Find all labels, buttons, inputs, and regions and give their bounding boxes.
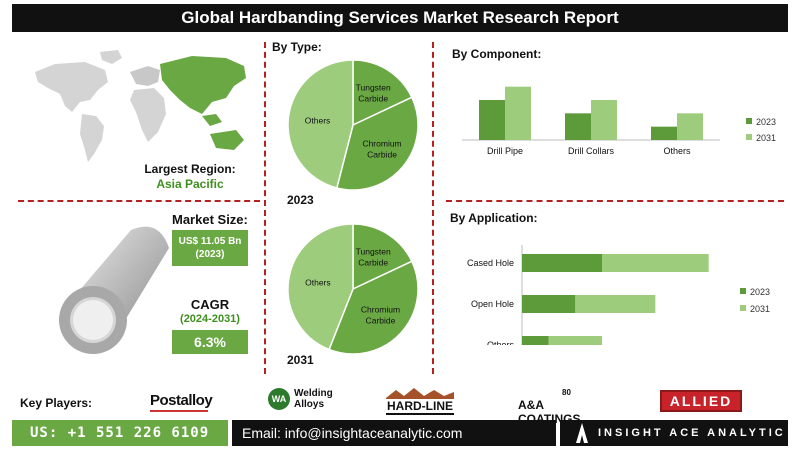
by-type-title: By Type: — [272, 40, 322, 54]
map-australia — [210, 130, 244, 150]
largest-region-label: Largest Region: — [144, 162, 236, 176]
divider-left — [264, 42, 266, 374]
world-map — [30, 42, 260, 167]
divider-right — [432, 42, 434, 374]
application-bar-cased-hole-2023 — [522, 254, 602, 272]
component-bar-drill-pipe-2031 — [505, 86, 531, 140]
pie-2031-label-tungsten-carbide: Tungsten Carbide — [356, 247, 391, 268]
phone-number: US: +1 551 226 6109 — [12, 420, 228, 446]
component-tick-drill-pipe: Drill Pipe — [487, 146, 523, 156]
application-bar-open-hole-2023 — [522, 295, 576, 313]
application-bar-cased-hole-2031 — [602, 254, 709, 272]
logo-aa-coatings: 80 A&A COATINGS — [518, 388, 581, 426]
component-bar-others-2031 — [677, 113, 703, 140]
application-legend-2031: 2031 — [750, 304, 770, 314]
component-bar-drill-collars-2023 — [565, 113, 591, 140]
pie-2031-slice-chromium-carbide — [328, 260, 419, 355]
cagr-box: 6.3% — [172, 330, 248, 354]
component-tick-others: Others — [663, 146, 691, 156]
market-size-box: US$ 11.05 Bn (2023) — [172, 230, 248, 266]
cagr-period: (2024-2031) — [180, 313, 240, 325]
application-tick-others: Others — [487, 340, 515, 345]
map-north-america — [35, 62, 108, 112]
application-legend-swatch-2031 — [740, 305, 746, 311]
brand-name: INSIGHT ACE ANALYTIC — [560, 420, 788, 446]
component-bar-others-2023 — [651, 126, 677, 140]
market-size-year: (2023) — [195, 249, 225, 260]
divider-left-horizontal — [18, 200, 260, 202]
market-size-label: Market Size: — [172, 212, 248, 227]
pie-2023-slice-tungsten-carbide — [352, 59, 413, 127]
divider-right-horizontal — [446, 200, 784, 202]
logo-postalloy: Postalloy — [150, 392, 213, 412]
map-greenland — [100, 50, 122, 64]
by-component-title: By Component: — [452, 47, 542, 61]
component-bar-chart: Drill Pipe Drill Collars Others 2023 2031 — [462, 86, 776, 156]
application-bar-others-2031 — [548, 336, 602, 345]
map-south-america — [80, 114, 104, 162]
market-size-value: US$ 11.05 Bn — [178, 236, 242, 247]
application-bar-others-2023 — [522, 336, 549, 345]
pie-chart-2023: Tungsten Carbide Chromium Carbide Others — [287, 59, 419, 191]
brand-logo-icon — [576, 423, 588, 443]
pie-2023-year: 2023 — [287, 193, 314, 207]
report-title: Global Hardbanding Services Market Resea… — [12, 4, 788, 32]
email-address: Email: info@insightaceanalytic.com — [232, 420, 556, 446]
component-legend-2023: 2023 — [756, 117, 776, 127]
pie-2031-slice-others — [287, 223, 354, 351]
component-legend-swatch-2031 — [746, 134, 752, 140]
pie-2031-label-others: Others — [305, 277, 331, 287]
largest-region-value: Asia Pacific — [156, 177, 224, 191]
pie-2023-label-tungsten-carbide: Tungsten Carbide — [356, 83, 391, 104]
pie-2023-label-others: Others — [305, 116, 331, 126]
pie-2023-slice-others — [287, 59, 354, 189]
component-legend-2031: 2031 — [756, 133, 776, 143]
aa-coatings-years: 80 — [562, 388, 571, 397]
welding-alloys-mark: WA — [268, 388, 290, 410]
pie-2031-year: 2031 — [287, 353, 314, 367]
key-players-label: Key Players: — [20, 396, 93, 410]
application-tick-cased-hole: Cased Hole — [467, 258, 514, 268]
by-application-title: By Application: — [450, 211, 538, 225]
application-legend-swatch-2023 — [740, 288, 746, 294]
pie-2023-slice-chromium-carbide — [335, 96, 419, 191]
pipe-illustration — [55, 222, 175, 362]
map-europe — [130, 66, 160, 86]
pie-2031-slice-tungsten-carbide — [352, 223, 413, 291]
map-africa — [130, 88, 166, 142]
largest-region: Largest Region: Asia Pacific — [130, 162, 250, 192]
pie-2023-label-chromium-carbide: Chromium Carbide — [362, 139, 401, 160]
application-tick-open-hole: Open Hole — [471, 299, 514, 309]
application-bar-chart: Cased Hole Open Hole Others 2023 2031 — [467, 245, 770, 345]
key-players-strip: Key Players: Postalloy WA Welding Alloys… — [0, 384, 800, 426]
pie-2031-label-chromium-carbide: Chromium Carbide — [361, 304, 400, 325]
cagr-label: CAGR — [190, 297, 230, 312]
component-legend-swatch-2023 — [746, 118, 752, 124]
logo-welding-alloys: WA Welding Alloys — [268, 388, 338, 410]
component-bar-drill-collars-2031 — [591, 100, 617, 140]
application-bar-open-hole-2031 — [575, 295, 656, 313]
application-legend-2023: 2023 — [750, 287, 770, 297]
map-southeast-asia — [202, 114, 222, 126]
logo-allied: ALLIED — [660, 390, 742, 412]
component-bar-drill-pipe-2023 — [479, 100, 505, 140]
map-asia-pacific — [160, 56, 246, 114]
logo-hard-line: HARD-LINE — [386, 388, 454, 415]
pie-chart-2031: Tungsten Carbide Chromium Carbide Others — [287, 223, 419, 355]
component-tick-drill-collars: Drill Collars — [568, 146, 615, 156]
